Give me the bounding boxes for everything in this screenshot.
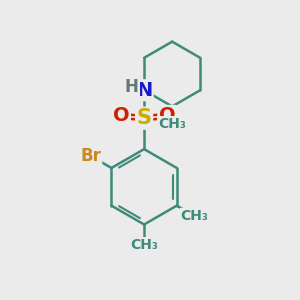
Text: O: O [113,106,130,125]
Text: CH₃: CH₃ [158,117,186,131]
Text: N: N [136,81,152,100]
Text: H: H [125,78,139,96]
Text: S: S [136,108,152,128]
Text: CH₃: CH₃ [181,209,208,223]
Text: Br: Br [80,147,101,165]
Text: O: O [159,106,176,125]
Text: CH₃: CH₃ [130,238,158,252]
